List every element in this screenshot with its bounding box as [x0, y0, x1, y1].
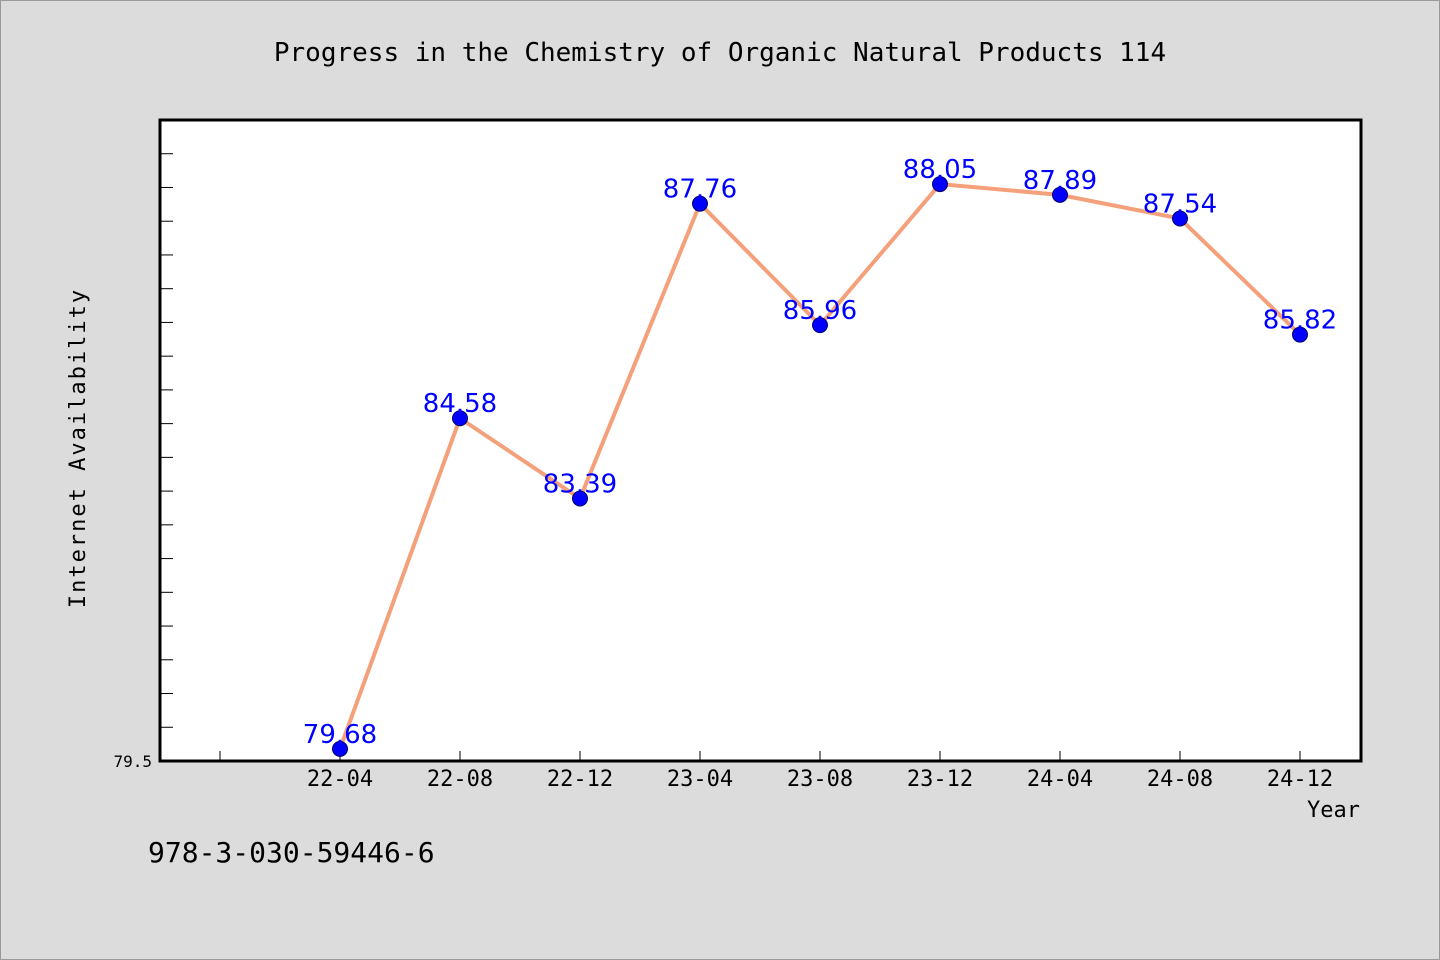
- data-label: 85.96: [783, 296, 857, 326]
- x-tick-label: 24-12: [1267, 767, 1333, 792]
- data-point: [1052, 186, 1068, 203]
- x-tick-label: 22-08: [427, 767, 493, 792]
- data-markers: [332, 176, 1308, 757]
- y-axis-label: Internet Availability: [66, 288, 91, 608]
- data-point: [572, 490, 588, 507]
- data-label: 84.58: [423, 389, 497, 419]
- data-point: [692, 195, 708, 212]
- x-tick-label: 23-12: [907, 767, 973, 792]
- x-tick-label: 23-04: [667, 767, 733, 792]
- y-tick-label: 79.5: [113, 752, 152, 771]
- x-tick-label: 24-04: [1027, 767, 1093, 792]
- x-axis-label: Year: [1307, 798, 1360, 823]
- data-label: 87.89: [1023, 166, 1097, 196]
- data-point: [932, 176, 948, 193]
- y-axis-ticks: 79.5: [113, 119, 173, 771]
- plot-area: [158, 118, 1363, 763]
- x-tick-label: 23-08: [787, 767, 853, 792]
- data-point: [332, 740, 348, 757]
- data-point: [452, 410, 468, 427]
- data-label: 85.82: [1263, 306, 1337, 336]
- footer-isbn: 978-3-030-59446-6: [148, 836, 435, 869]
- data-label: 79.68: [303, 720, 377, 750]
- data-label: 88.05: [903, 155, 977, 185]
- x-axis-ticks: 22-04 22-08 22-12 23-04 23-08 23-12 24-04 24-08…: [219, 751, 1333, 792]
- data-point: [812, 317, 828, 334]
- x-tick-label: 22-04: [307, 767, 373, 792]
- data-label: 87.54: [1143, 190, 1217, 220]
- x-tick-label: 24-08: [1147, 767, 1213, 792]
- data-point: [1292, 326, 1308, 343]
- data-point: [1172, 210, 1188, 227]
- data-labels: 79.68 84.58 83.39 87.76 85.96 88.05 87.89 87.54…: [303, 155, 1337, 750]
- data-label: 87.76: [663, 175, 737, 205]
- data-label: 83.39: [543, 470, 617, 500]
- x-tick-label: 22-12: [547, 767, 613, 792]
- chart-title: Progress in the Chemistry of Organic Nat…: [274, 38, 1166, 68]
